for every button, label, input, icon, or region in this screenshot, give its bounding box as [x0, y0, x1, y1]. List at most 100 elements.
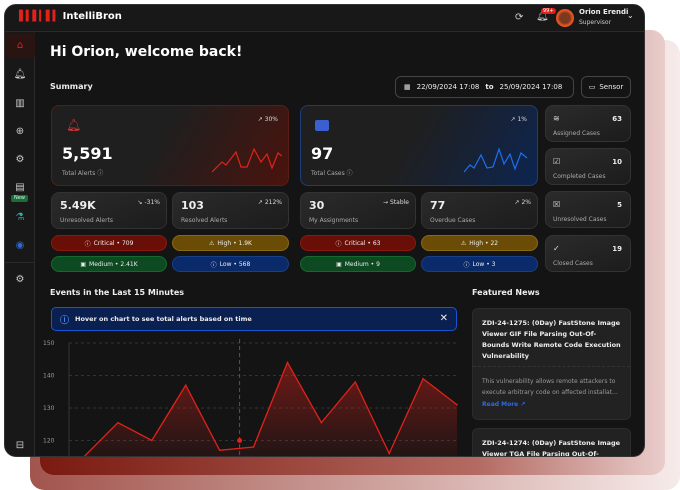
bell-icon[interactable]: 🔔︎: [13, 68, 27, 80]
data-point: [456, 403, 458, 406]
chevron-down-icon[interactable]: ⌄: [627, 11, 634, 20]
critical-cases-pill[interactable]: ⓘ Critical • 63: [300, 235, 416, 251]
document-icon[interactable]: ▤: [15, 181, 25, 193]
hover-point: [237, 438, 243, 443]
notification-bell-icon[interactable]: 🔔︎: [536, 11, 549, 22]
close-icon[interactable]: ✕: [439, 313, 448, 324]
warning-icon: ⚠: [208, 239, 215, 247]
area-fill: [84, 362, 457, 456]
refresh-icon[interactable]: ⟳: [515, 12, 524, 23]
read-more-link[interactable]: Read More ↗: [482, 401, 526, 408]
alert-circle-icon: ⓘ: [84, 240, 91, 248]
external-link-icon: ↗: [520, 401, 526, 408]
data-point: [422, 377, 424, 380]
cast-icon: ▭: [588, 83, 596, 91]
value: 30: [309, 199, 325, 212]
total-cases-value: 97: [311, 144, 334, 163]
briefcase-icon[interactable]: ▥: [15, 97, 25, 109]
medium-cases-pill[interactable]: ▣ Medium • 9: [300, 256, 416, 272]
label: Unresolved Alerts: [60, 217, 114, 224]
data-point: [218, 449, 221, 452]
unresolved-alerts-card[interactable]: 5.49K ↘ -31% Unresolved Alerts: [51, 192, 167, 229]
news-card[interactable]: ZDI-24-1274: (0Day) FastStone Image View…: [472, 428, 631, 457]
new-badge: New: [11, 195, 28, 202]
news-headline: ZDI-24-1274: (0Day) FastStone Image View…: [482, 439, 621, 457]
data-point: [286, 361, 289, 364]
y-tick-label: 120: [43, 438, 55, 445]
trend: ↗ 212%: [257, 199, 282, 206]
info-icon: ⓘ: [210, 261, 217, 269]
medium-alerts-pill[interactable]: ▣ Medium • 2.41K: [51, 256, 167, 272]
total-alerts-value: 5,591: [62, 144, 113, 163]
trend: ↗ 2%: [514, 199, 531, 206]
news-body: This vulnerability allows remote attacke…: [482, 378, 618, 396]
warning-icon: ⚠: [460, 239, 467, 247]
resolved-alerts-card[interactable]: 103 ↗ 212% Resolved Alerts: [172, 192, 289, 229]
closed-cases-card[interactable]: ✓ 19 Closed Cases: [545, 235, 631, 272]
page-title: Hi Orion, welcome back!: [50, 44, 243, 60]
checkbox-icon: ☑: [553, 157, 561, 166]
sidebar: ⌂ 🔔︎ ▥ ⊕ ⚙ ▤ New ⚗ ◉ ⚙ ⊟: [5, 32, 35, 456]
value: 103: [181, 199, 204, 212]
date-range-picker[interactable]: ▦ 22/09/2024 17:08 to 25/09/2024 17:08: [395, 76, 574, 98]
banner-text: Hover on chart to see total alerts based…: [75, 315, 252, 323]
my-assignments-card[interactable]: 30 → Stable My Assignments: [300, 192, 416, 229]
total-alerts-label: Total Alerts ⓘ: [62, 170, 104, 177]
globe-icon[interactable]: ◉: [15, 239, 25, 251]
sensor-button[interactable]: ▭ Sensor: [581, 76, 631, 98]
y-tick-label: 130: [43, 405, 55, 412]
user-name: Orion Erendi: [579, 8, 629, 16]
value: 77: [430, 199, 446, 212]
low-alerts-pill[interactable]: ⓘ Low • 568: [172, 256, 289, 272]
date-from: 22/09/2024 17:08: [416, 83, 480, 91]
label: My Assignments: [309, 217, 359, 224]
alert-square-icon: ▣: [336, 260, 342, 268]
label: Overdue Cases: [430, 217, 476, 224]
assigned-cases-card[interactable]: ≋ 63 Assigned Cases: [545, 105, 631, 142]
notification-badge: 99+: [541, 8, 556, 14]
date-to: 25/09/2024 17:08: [499, 83, 563, 91]
gear-icon[interactable]: ⚙: [15, 153, 25, 165]
news-headline: ZDI-24-1275: (0Day) FastStone Image View…: [473, 309, 630, 367]
info-banner: ⓘ Hover on chart to see total alerts base…: [51, 307, 457, 331]
data-point: [117, 421, 119, 424]
alert-square-icon: ▣: [80, 260, 87, 268]
y-tick-label: 140: [43, 373, 55, 380]
unresolved-cases-card[interactable]: ☒ 5 Unresolved Cases: [545, 191, 631, 228]
alert-circle-icon: ⓘ: [335, 240, 342, 248]
total-cases-card[interactable]: ↗ 1% 97 Total Cases ⓘ: [300, 105, 538, 186]
trend: ↗ 1%: [510, 116, 527, 123]
news-card[interactable]: ZDI-24-1275: (0Day) FastStone Image View…: [472, 308, 631, 420]
crosshair-icon[interactable]: ⊕: [15, 125, 25, 137]
trend: ↗ 30%: [257, 116, 278, 123]
value: 5.49K: [60, 199, 96, 212]
home-icon[interactable]: ⌂: [5, 33, 35, 57]
settings-icon[interactable]: ⚙: [15, 273, 25, 285]
tool-icon[interactable]: ⚗: [15, 211, 25, 223]
news-title: Featured News: [472, 288, 540, 297]
overdue-cases-card[interactable]: 77 ↗ 2% Overdue Cases: [421, 192, 538, 229]
app-window: ▌▍▌▎▌▍ IntelliBron ⟳ 🔔︎ 99+ Orion Erendi…: [4, 4, 645, 457]
events-chart[interactable]: 120 130 140 150: [41, 335, 459, 457]
sparkline: [464, 147, 528, 173]
low-cases-pill[interactable]: ⓘ Low • 3: [421, 256, 538, 272]
label: Resolved Alerts: [181, 217, 228, 224]
summary-title: Summary: [50, 82, 93, 91]
info-icon: ⓘ: [463, 261, 470, 269]
data-point: [83, 455, 85, 456]
total-alerts-card[interactable]: 🔔︎ ↗ 30% 5,591 Total Alerts ⓘ: [51, 105, 289, 186]
sensor-label: Sensor: [599, 83, 624, 91]
completed-cases-card[interactable]: ☑ 10 Completed Cases: [545, 148, 631, 185]
data-point: [388, 452, 390, 455]
data-point: [151, 439, 153, 442]
top-bar: ▌▍▌▎▌▍ IntelliBron ⟳ 🔔︎ 99+ Orion Erendi…: [5, 5, 644, 32]
data-point: [320, 421, 323, 424]
y-tick-label: 150: [43, 340, 55, 347]
avatar[interactable]: [556, 9, 574, 27]
high-cases-pill[interactable]: ⚠ High • 22: [421, 235, 538, 251]
trend: ↘ -31%: [137, 199, 160, 206]
critical-alerts-pill[interactable]: ⓘ Critical • 709: [51, 235, 167, 251]
high-alerts-pill[interactable]: ⚠ High • 1.9K: [172, 235, 289, 251]
check-circle-icon: ✓: [553, 244, 560, 253]
collapse-icon[interactable]: ⊟: [15, 439, 25, 451]
